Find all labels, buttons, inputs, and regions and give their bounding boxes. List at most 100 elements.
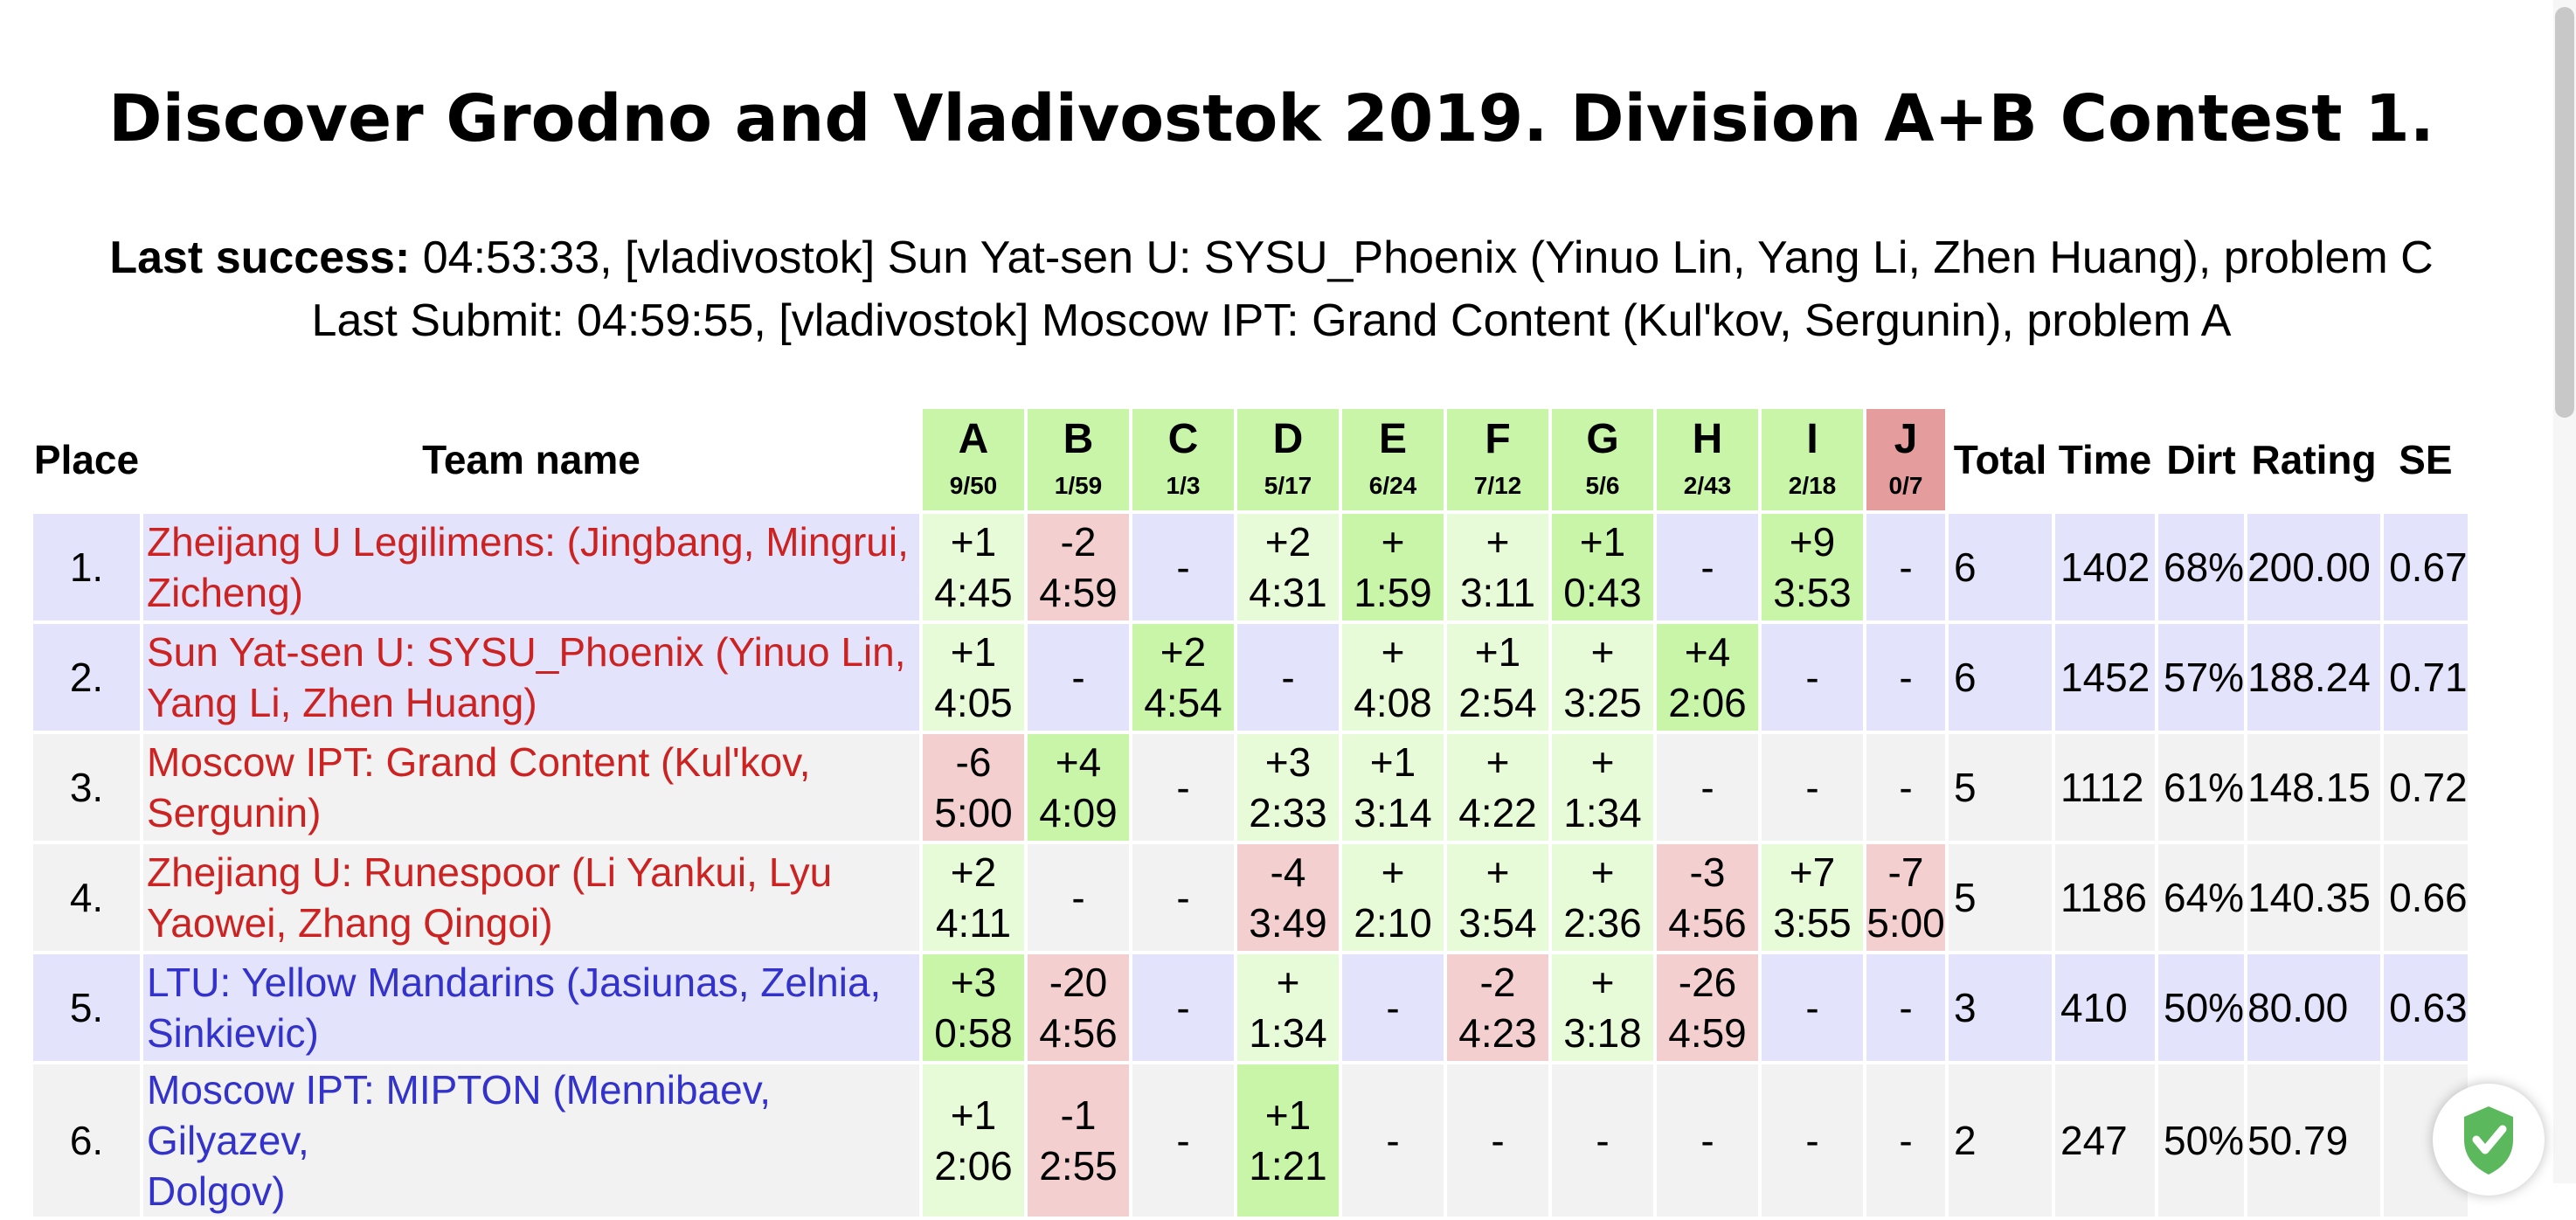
- problem-cell: +3 0:58: [923, 954, 1024, 1061]
- header-rating: Rating: [2251, 437, 2377, 482]
- problem-cell: +2 4:31: [1237, 514, 1339, 620]
- solve-time: 2:36: [1563, 900, 1642, 946]
- solve-time: 3:49: [1249, 900, 1327, 946]
- problem-cell: +3 2:33: [1237, 734, 1339, 841]
- problem-cell: +4:08: [1342, 624, 1444, 731]
- team-name-link[interactable]: LTU: Yellow Mandarins (Jasiunas, Zelnia,…: [143, 954, 919, 1061]
- team-name-line: Yaowei, Zhang Qingoi): [147, 900, 553, 946]
- solve-time: 2:55: [1039, 1143, 1118, 1189]
- problem-cell: -: [1447, 1064, 1548, 1217]
- attempts: +2: [1160, 629, 1207, 675]
- problem-cell: -: [1762, 954, 1863, 1061]
- problem-cell: +4:22: [1447, 734, 1548, 841]
- attempts: -: [1805, 765, 1819, 810]
- problem-header-d[interactable]: D 5/17: [1237, 409, 1339, 510]
- page-title: Discover Grodno and Vladivostok 2019. Di…: [108, 81, 2434, 156]
- attempts: +4: [1055, 739, 1102, 785]
- attempts: -: [1700, 1118, 1714, 1163]
- problem-letter: A: [958, 416, 989, 462]
- attempts: -: [1899, 655, 1913, 700]
- problem-header-a[interactable]: A 9/50: [923, 409, 1024, 510]
- solve-time: 4:23: [1458, 1010, 1537, 1056]
- security-shield-button[interactable]: [2433, 1084, 2545, 1196]
- team-name-link[interactable]: Zheijang U Legilimens: (Jingbang, Mingru…: [143, 514, 919, 620]
- table-row: 4. Zhejiang U: Runespoor (Li Yankui, Lyu Y…: [33, 844, 2468, 951]
- solve-time: 0:43: [1563, 570, 1642, 615]
- problem-cell: -1 2:55: [1028, 1064, 1129, 1217]
- attempts: +: [1590, 849, 1615, 895]
- problem-cell: -6 5:00: [923, 734, 1024, 841]
- team-name-line: Moscow IPT: MIPTON (Mennibaev, Gilyazev,: [147, 1067, 772, 1163]
- rating-cell: 148.15: [2247, 734, 2381, 841]
- se-cell: 0.66: [2384, 844, 2468, 951]
- team-name-line: Zheijang U Legilimens: (Jingbang, Mingru…: [147, 519, 909, 565]
- problem-header-f[interactable]: F 7/12: [1447, 409, 1548, 510]
- team-name-link[interactable]: Zhejiang U: Runespoor (Li Yankui, Lyu Yao…: [143, 844, 919, 951]
- solve-time: 2:33: [1249, 790, 1327, 835]
- solve-time: 4:54: [1144, 680, 1222, 725]
- team-name-link[interactable]: Sun Yat-sen U: SYSU_Phoenix (Yinuo Lin, Y…: [143, 624, 919, 731]
- solve-time: 4:09: [1039, 790, 1118, 835]
- problem-cell: +1 4:05: [923, 624, 1024, 731]
- attempts: -: [1176, 765, 1190, 810]
- attempts: -: [1805, 1118, 1819, 1163]
- problem-stat: 0/7: [1888, 472, 1923, 499]
- problem-cell: -: [1342, 1064, 1444, 1217]
- problem-letter: B: [1063, 416, 1094, 462]
- attempts: -3: [1689, 849, 1726, 895]
- dirt-cell: 64%: [2158, 844, 2245, 951]
- problem-cell: -: [1657, 734, 1758, 841]
- problem-cell: +2:10: [1342, 844, 1444, 951]
- table-row: 5. LTU: Yellow Mandarins (Jasiunas, Zelni…: [33, 954, 2468, 1061]
- total-cell: 6: [1949, 514, 2052, 620]
- scrollbar-thumb[interactable]: [2555, 7, 2574, 418]
- problem-cell: -3 4:56: [1657, 844, 1758, 951]
- problem-cell: +2 4:54: [1132, 624, 1234, 731]
- place-cell: 1.: [33, 514, 140, 620]
- attempts: +: [1381, 519, 1405, 565]
- solve-time: 3:25: [1563, 680, 1642, 725]
- problem-header-b[interactable]: B 1/59: [1028, 409, 1129, 510]
- rating-cell: 140.35: [2247, 844, 2381, 951]
- problem-header-i[interactable]: I 2/18: [1762, 409, 1863, 510]
- problem-cell: -: [1552, 1064, 1653, 1217]
- problem-header-h[interactable]: H 2/43: [1657, 409, 1758, 510]
- place-cell: 3.: [33, 734, 140, 841]
- attempts: +: [1381, 629, 1405, 675]
- place-cell: 4.: [33, 844, 140, 951]
- problem-header-j[interactable]: J 0/7: [1866, 409, 1945, 510]
- solve-time: 1:34: [1249, 1010, 1327, 1056]
- problem-cell: +3:11: [1447, 514, 1548, 620]
- attempts: -2: [1060, 519, 1097, 565]
- attempts: +: [1590, 629, 1615, 675]
- problem-header-g[interactable]: G 5/6: [1552, 409, 1653, 510]
- solve-time: 4:45: [934, 570, 1013, 615]
- team-name-line: Yang Li, Zhen Huang): [147, 680, 537, 725]
- problem-cell: -4 3:49: [1237, 844, 1339, 951]
- se-cell: 0.71: [2384, 624, 2468, 731]
- problem-header-e[interactable]: E 6/24: [1342, 409, 1444, 510]
- problem-cell: -2 4:23: [1447, 954, 1548, 1061]
- dirt-cell: 61%: [2158, 734, 2245, 841]
- scrollbar[interactable]: [2553, 0, 2576, 1183]
- problem-stat: 2/18: [1788, 472, 1837, 499]
- problem-cell: -: [1866, 734, 1945, 841]
- team-name-line: Moscow IPT: Grand Content (Kul'kov,: [147, 739, 811, 785]
- place-cell: 5.: [33, 954, 140, 1061]
- solve-time: 3:14: [1354, 790, 1432, 835]
- problem-header-c[interactable]: C 1/3: [1132, 409, 1234, 510]
- problem-stat: 2/43: [1683, 472, 1732, 499]
- problem-cell: -: [1657, 1064, 1758, 1217]
- team-name-link[interactable]: Moscow IPT: MIPTON (Mennibaev, Gilyazev,…: [143, 1064, 919, 1217]
- attempts: +3: [950, 960, 997, 1005]
- attempts: -7: [1887, 849, 1924, 895]
- problem-cell: -: [1132, 514, 1234, 620]
- solve-time: 2:54: [1458, 680, 1537, 725]
- problem-cell: -2 4:59: [1028, 514, 1129, 620]
- solve-time: 4:11: [935, 900, 1012, 946]
- problem-stat: 5/6: [1585, 472, 1620, 499]
- attempts: -: [1176, 544, 1190, 590]
- problem-cell: -: [1866, 1064, 1945, 1217]
- solve-time: 4:59: [1039, 570, 1118, 615]
- team-name-link[interactable]: Moscow IPT: Grand Content (Kul'kov, Sergu…: [143, 734, 919, 841]
